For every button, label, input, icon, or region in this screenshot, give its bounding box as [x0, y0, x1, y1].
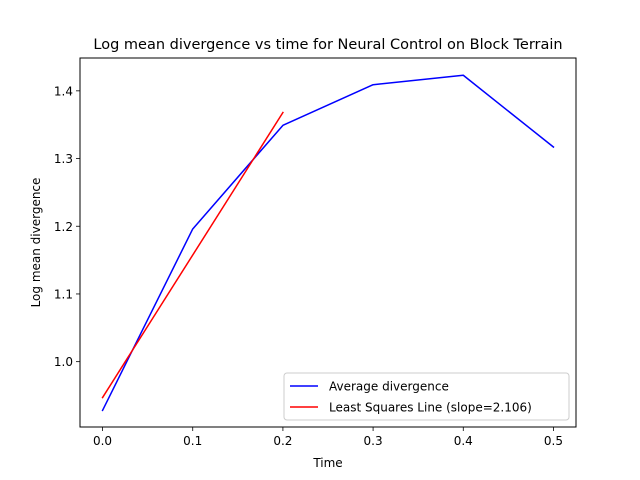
x-axis-label: Time: [312, 456, 342, 470]
y-axis-label: Log mean divergence: [29, 178, 43, 308]
legend-label-average-divergence: Average divergence: [329, 380, 449, 394]
least-squares-line: [101, 111, 284, 399]
chart-title: Log mean divergence vs time for Neural C…: [93, 37, 562, 53]
average-divergence-line: [101, 74, 555, 412]
y-tick-label: 1.3: [54, 152, 73, 166]
y-tick-label: 1.0: [54, 355, 73, 369]
x-tick-label: 0.4: [454, 434, 473, 448]
legend-box: [283, 372, 570, 421]
x-tick-label: 0.3: [364, 434, 383, 448]
plot-area: [80, 58, 576, 427]
legend-label-least-squares-line: Least Squares Line (slope=2.106): [329, 401, 532, 415]
x-tick-label: 0.1: [183, 434, 202, 448]
x-axis: 0.0 0.1 0.2 0.3 0.4 0.5: [93, 427, 563, 448]
x-tick-label: 0.5: [544, 434, 563, 448]
legend: Average divergence Least Squares Line (s…: [283, 372, 570, 421]
plot-frame: [79, 57, 577, 428]
series-layer: [101, 74, 555, 412]
y-tick-label: 1.4: [54, 84, 73, 98]
y-axis: 1.0 1.1 1.2 1.3 1.4: [54, 84, 80, 369]
y-tick-label: 1.1: [54, 287, 73, 301]
x-tick-label: 0.0: [93, 434, 112, 448]
y-tick-label: 1.2: [54, 220, 73, 234]
x-tick-label: 0.2: [273, 434, 292, 448]
